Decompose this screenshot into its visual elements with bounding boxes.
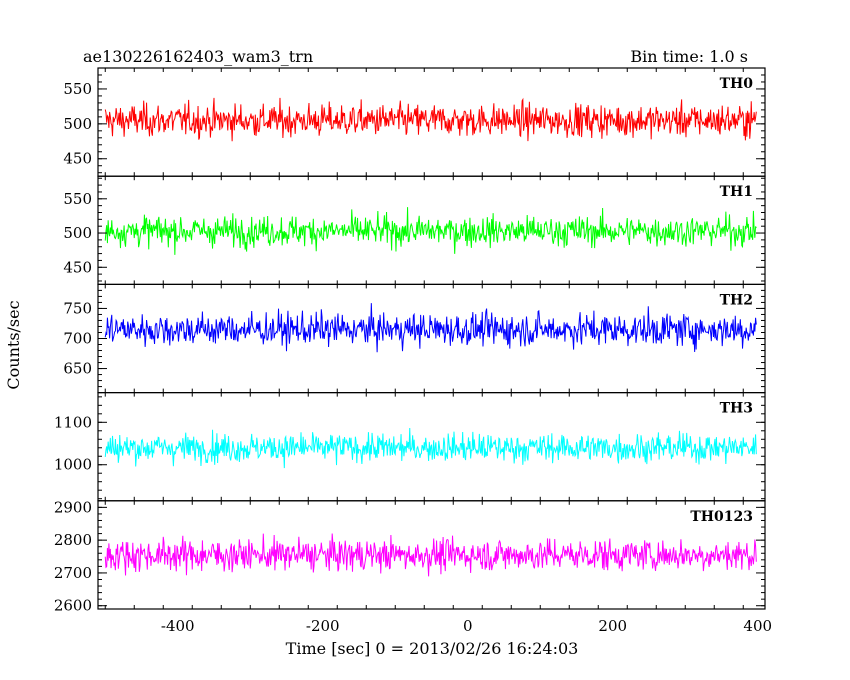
y-tick-label: 2700: [54, 564, 92, 582]
y-tick-label: 1100: [54, 413, 92, 431]
x-tick-label: -200: [306, 617, 340, 635]
y-tick-label: 2800: [54, 531, 92, 549]
y-tick-label: 450: [63, 258, 92, 276]
x-tick-label: 400: [743, 617, 772, 635]
x-tick-label: -400: [161, 617, 195, 635]
panel-label: TH0123: [690, 509, 753, 525]
x-tick-label: 200: [598, 617, 627, 635]
y-tick-label: 550: [63, 190, 92, 208]
y-tick-label: 700: [63, 330, 92, 348]
panel-frame: [97, 283, 766, 394]
observation-id-title: ae130226162403_wam3_trn: [83, 47, 313, 66]
panel-th2: 650 700 750 TH2: [63, 283, 766, 394]
panel-th1: 450 500 550 TH1: [63, 175, 766, 285]
x-axis-ticks: -400 -200 0 200 400: [161, 617, 772, 635]
y-tick-label: 450: [63, 150, 92, 168]
y-tick-label: 500: [63, 115, 92, 133]
series-line-th0123: [104, 533, 757, 577]
bin-time-label: Bin time: 1.0 s: [630, 47, 748, 66]
y-tick-label: 1000: [54, 456, 92, 474]
y-tick-label: 750: [63, 299, 92, 317]
y-tick-label: 2900: [54, 498, 92, 516]
panels-group: 450 500 550 TH0 450 500 550 TH1 650 700 750 TH2 1000…: [54, 67, 766, 615]
panel-label: TH2: [720, 292, 753, 308]
x-axis-title: Time [sec] 0 = 2013/02/26 16:24:03: [286, 639, 579, 658]
series-line-th2: [104, 303, 757, 353]
series-line-th0: [104, 97, 757, 142]
panel-label: TH3: [720, 401, 753, 417]
y-tick-label: 550: [63, 80, 92, 98]
panel-th3: 1000 1100 TH3: [54, 392, 766, 502]
panel-frame: [97, 500, 766, 610]
panel-th0: 450 500 550 TH0: [63, 67, 766, 177]
panel-th0123: 2600 2700 2800 2900 TH0123: [54, 498, 766, 615]
panel-label: TH1: [720, 184, 753, 200]
x-tick-label: 0: [463, 617, 473, 635]
panel-label: TH0: [720, 76, 754, 92]
series-line-th1: [104, 207, 757, 255]
y-tick-label: 650: [63, 360, 92, 378]
y-tick-label: 2600: [54, 597, 92, 615]
series-line-th3: [104, 428, 757, 469]
y-tick-label: 500: [63, 224, 92, 242]
y-axis-title: Counts/sec: [4, 300, 23, 389]
